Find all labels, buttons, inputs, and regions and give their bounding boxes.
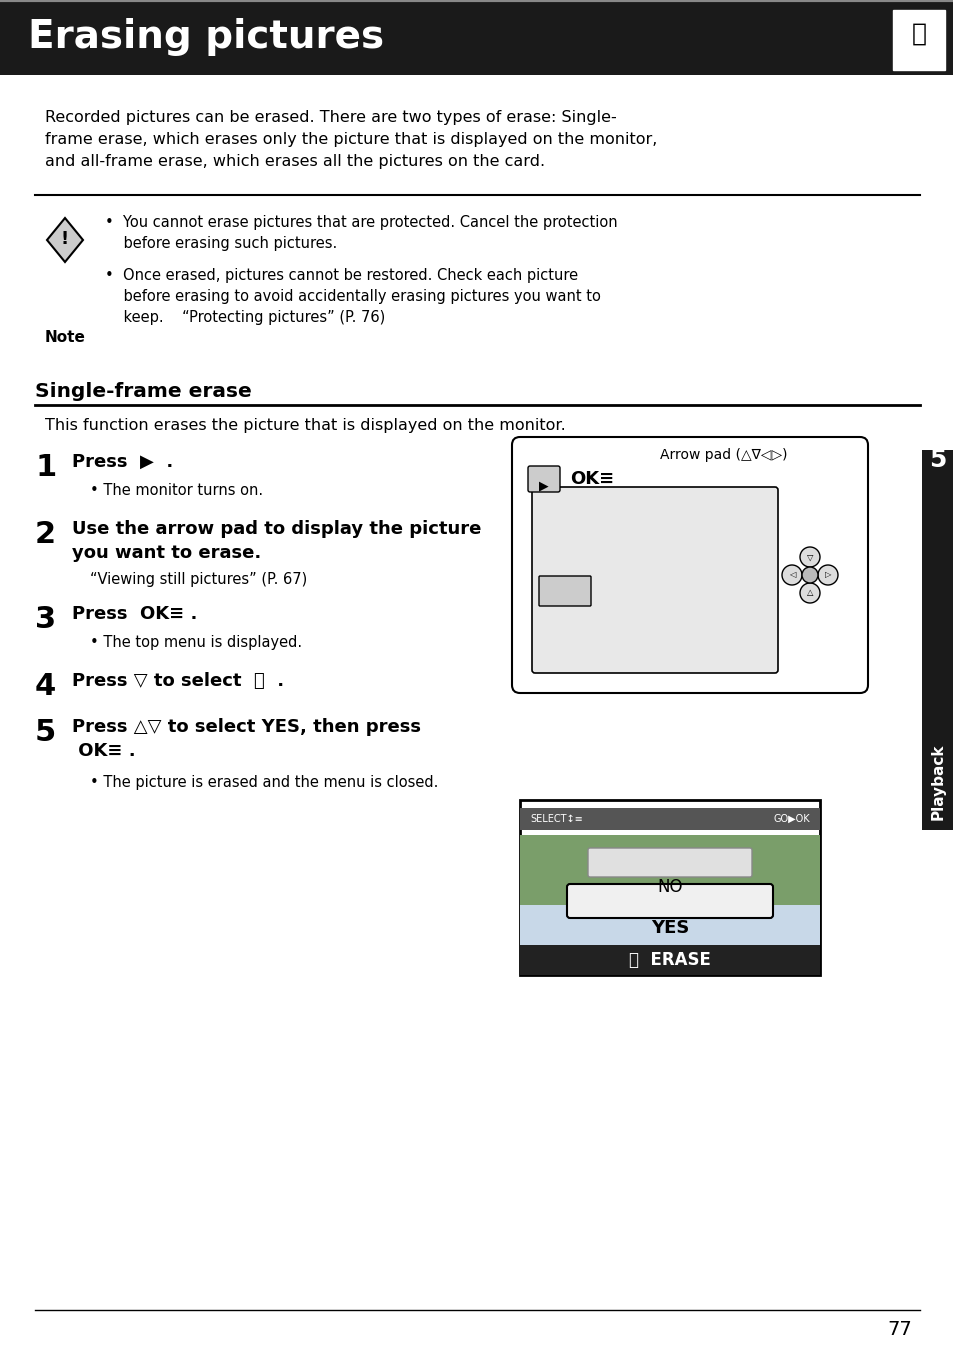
Text: “Viewing still pictures” (P. 67): “Viewing still pictures” (P. 67): [90, 572, 307, 587]
Text: 🗑  ERASE: 🗑 ERASE: [628, 952, 710, 969]
Text: Recorded pictures can be erased. There are two types of erase: Single-
frame era: Recorded pictures can be erased. There a…: [45, 110, 657, 170]
Text: SELECT↕≡: SELECT↕≡: [530, 814, 582, 824]
Polygon shape: [47, 218, 83, 262]
Text: Use the arrow pad to display the picture
you want to erase.: Use the arrow pad to display the picture…: [71, 520, 481, 561]
FancyBboxPatch shape: [892, 9, 944, 70]
Circle shape: [800, 583, 820, 603]
Text: • The picture is erased and the menu is closed.: • The picture is erased and the menu is …: [90, 775, 438, 790]
Text: △: △: [806, 588, 812, 598]
Text: 2: 2: [35, 520, 56, 549]
Text: Press  ▶  .: Press ▶ .: [71, 454, 173, 471]
Text: !: !: [61, 230, 69, 248]
Text: •  Once erased, pictures cannot be restored. Check each picture
    before erasi: • Once erased, pictures cannot be restor…: [105, 268, 600, 324]
Text: Erasing pictures: Erasing pictures: [28, 17, 384, 57]
Text: GO▶OK: GO▶OK: [773, 814, 809, 824]
FancyBboxPatch shape: [527, 466, 559, 493]
FancyBboxPatch shape: [512, 437, 867, 693]
Text: Press △▽ to select YES, then press
 OK≡ .: Press △▽ to select YES, then press OK≡ .: [71, 717, 420, 759]
Text: • The top menu is displayed.: • The top menu is displayed.: [90, 635, 302, 650]
FancyBboxPatch shape: [587, 848, 751, 878]
Text: Arrow pad (△∇◁▷): Arrow pad (△∇◁▷): [659, 448, 786, 462]
FancyBboxPatch shape: [538, 576, 590, 606]
Text: OK≡: OK≡: [569, 470, 614, 489]
Text: Note: Note: [45, 330, 86, 345]
Circle shape: [801, 567, 817, 583]
FancyBboxPatch shape: [519, 808, 820, 830]
Text: 1: 1: [35, 454, 56, 482]
FancyBboxPatch shape: [519, 800, 820, 975]
FancyBboxPatch shape: [532, 487, 778, 673]
Circle shape: [781, 565, 801, 586]
FancyBboxPatch shape: [921, 450, 953, 830]
FancyBboxPatch shape: [566, 884, 772, 918]
Text: ◁: ◁: [788, 571, 795, 580]
FancyBboxPatch shape: [519, 905, 820, 945]
Circle shape: [800, 546, 820, 567]
Text: This function erases the picture that is displayed on the monitor.: This function erases the picture that is…: [45, 419, 565, 433]
Text: Press ▽ to select  🗑  .: Press ▽ to select 🗑 .: [71, 672, 284, 690]
Text: 🗑: 🗑: [910, 22, 925, 46]
Text: 5: 5: [35, 717, 56, 747]
FancyBboxPatch shape: [519, 945, 820, 975]
Text: Single-frame erase: Single-frame erase: [35, 382, 252, 401]
FancyBboxPatch shape: [519, 835, 820, 945]
Circle shape: [817, 565, 837, 586]
Text: Playback: Playback: [929, 743, 944, 820]
Text: 5: 5: [928, 448, 945, 472]
FancyBboxPatch shape: [0, 0, 953, 75]
Text: • The monitor turns on.: • The monitor turns on.: [90, 483, 263, 498]
Text: 77: 77: [886, 1320, 911, 1339]
Text: ▶: ▶: [538, 479, 548, 493]
Text: YES: YES: [650, 919, 688, 937]
Text: ▽: ▽: [806, 552, 812, 561]
Text: •  You cannot erase pictures that are protected. Cancel the protection
    befor: • You cannot erase pictures that are pro…: [105, 215, 617, 250]
Text: 4: 4: [35, 672, 56, 701]
Text: 3: 3: [35, 604, 56, 634]
Text: Press  OK≡ .: Press OK≡ .: [71, 604, 197, 623]
Text: ▷: ▷: [824, 571, 830, 580]
Text: NO: NO: [657, 878, 682, 896]
